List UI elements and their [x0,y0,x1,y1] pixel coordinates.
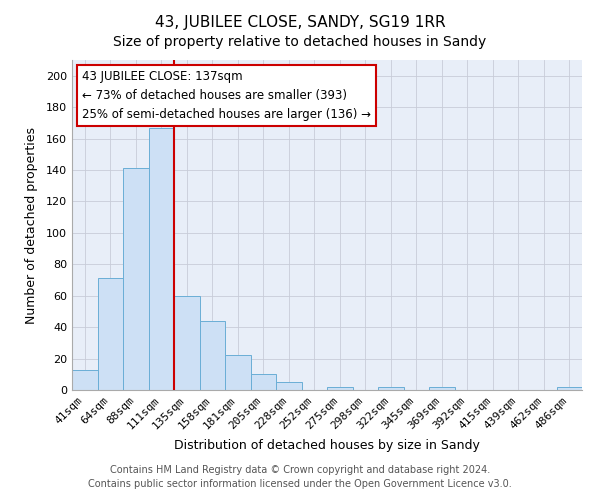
Text: Contains HM Land Registry data © Crown copyright and database right 2024.
Contai: Contains HM Land Registry data © Crown c… [88,465,512,489]
Bar [225,356,251,390]
Text: 43, JUBILEE CLOSE, SANDY, SG19 1RR: 43, JUBILEE CLOSE, SANDY, SG19 1RR [155,15,445,30]
Bar [276,382,302,390]
Bar [174,296,199,390]
Bar [327,387,353,390]
Text: Size of property relative to detached houses in Sandy: Size of property relative to detached ho… [113,35,487,49]
Bar [199,321,225,390]
X-axis label: Distribution of detached houses by size in Sandy: Distribution of detached houses by size … [174,439,480,452]
Bar [123,168,149,390]
Bar [97,278,123,390]
Bar [557,387,582,390]
Text: 43 JUBILEE CLOSE: 137sqm
← 73% of detached houses are smaller (393)
25% of semi-: 43 JUBILEE CLOSE: 137sqm ← 73% of detach… [82,70,371,121]
Bar [429,387,455,390]
Bar [149,128,174,390]
Bar [251,374,276,390]
Bar [378,387,404,390]
Bar [72,370,97,390]
Y-axis label: Number of detached properties: Number of detached properties [25,126,38,324]
